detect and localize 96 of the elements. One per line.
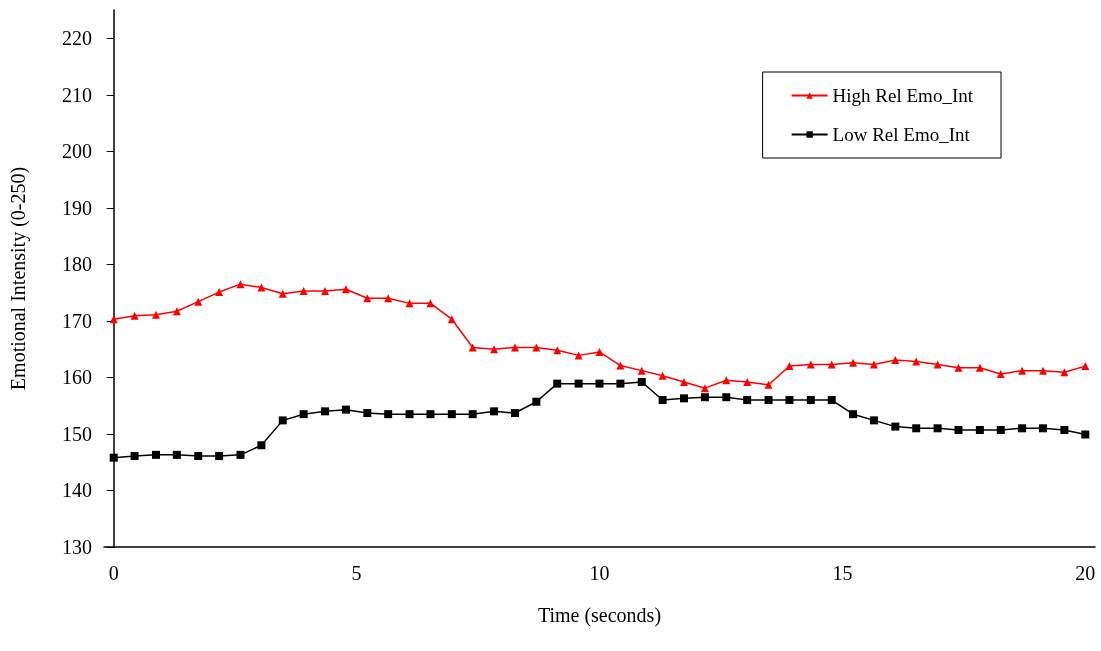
point	[574, 379, 583, 388]
point	[722, 393, 731, 402]
point	[743, 396, 752, 405]
x-tick-label: 0	[108, 562, 119, 584]
y-tick-label: 170	[62, 309, 92, 332]
point	[405, 299, 414, 308]
y-tick-label: 200	[62, 140, 92, 163]
point	[1039, 424, 1048, 433]
point	[764, 396, 773, 405]
point	[1039, 366, 1048, 375]
point	[468, 410, 477, 419]
point	[172, 450, 181, 459]
point	[426, 410, 435, 419]
point	[130, 311, 139, 320]
point	[637, 377, 646, 386]
point	[384, 410, 393, 419]
point	[447, 410, 456, 419]
point	[912, 357, 921, 366]
point	[194, 451, 203, 460]
point	[700, 393, 709, 402]
point	[257, 283, 266, 292]
point	[700, 384, 709, 393]
point	[616, 379, 625, 388]
x-tick-label: 10	[589, 562, 610, 584]
point	[849, 410, 858, 419]
point	[996, 425, 1005, 434]
y-tick-label: 190	[62, 196, 92, 219]
point	[1060, 425, 1069, 434]
point	[595, 347, 604, 356]
point	[236, 280, 245, 289]
point	[785, 396, 794, 405]
point	[109, 453, 118, 462]
point	[764, 380, 773, 389]
point	[616, 361, 625, 370]
point	[891, 355, 900, 364]
point	[510, 409, 519, 418]
point	[869, 416, 878, 425]
point	[321, 407, 330, 416]
y-tick-label: 160	[62, 366, 92, 389]
point	[869, 360, 878, 369]
point	[321, 286, 330, 295]
y-tick-label: 180	[62, 253, 92, 276]
point	[975, 425, 984, 434]
point	[151, 310, 160, 319]
point	[954, 425, 963, 434]
point	[299, 286, 308, 295]
point	[954, 363, 963, 372]
point	[215, 451, 224, 460]
y-axis-title: Emotional Intensity (0-250)	[7, 166, 30, 391]
y-tick-label: 150	[62, 422, 92, 445]
point	[490, 345, 499, 354]
point	[933, 424, 942, 433]
point	[299, 410, 308, 419]
point	[806, 396, 815, 405]
point	[1081, 430, 1090, 439]
point	[278, 416, 287, 425]
point	[743, 377, 752, 386]
point	[215, 288, 224, 297]
legend-label: Low Rel Emo_Int	[832, 124, 971, 145]
point	[341, 405, 350, 414]
point	[849, 358, 858, 367]
point	[130, 451, 139, 460]
point	[658, 371, 667, 380]
point	[151, 450, 160, 459]
point	[341, 285, 350, 294]
point	[426, 299, 435, 308]
point	[827, 396, 836, 405]
x-tick-label: 20	[1075, 562, 1096, 584]
point	[891, 422, 900, 431]
point	[532, 397, 541, 406]
point	[975, 363, 984, 372]
point	[595, 379, 604, 388]
point	[553, 379, 562, 388]
point	[278, 289, 287, 298]
legend-label: High Rel Emo_Int	[832, 85, 974, 106]
point	[194, 297, 203, 306]
y-tick-label: 210	[62, 83, 92, 106]
x-tick-label: 5	[351, 562, 362, 584]
point	[405, 410, 414, 419]
point	[680, 394, 689, 403]
point	[1018, 424, 1027, 433]
point	[637, 366, 646, 375]
x-axis-title: Time (seconds)	[537, 604, 662, 627]
y-tick-label: 140	[62, 479, 92, 502]
point	[236, 450, 245, 459]
y-tick-label: 220	[62, 27, 92, 50]
point	[363, 409, 372, 418]
point	[912, 424, 921, 433]
point	[680, 377, 689, 386]
point	[490, 407, 499, 416]
x-tick-label: 15	[832, 562, 853, 584]
y-tick-label: 130	[62, 536, 92, 558]
point	[658, 396, 667, 405]
point	[257, 441, 266, 450]
point	[1018, 366, 1027, 375]
point	[785, 362, 794, 371]
